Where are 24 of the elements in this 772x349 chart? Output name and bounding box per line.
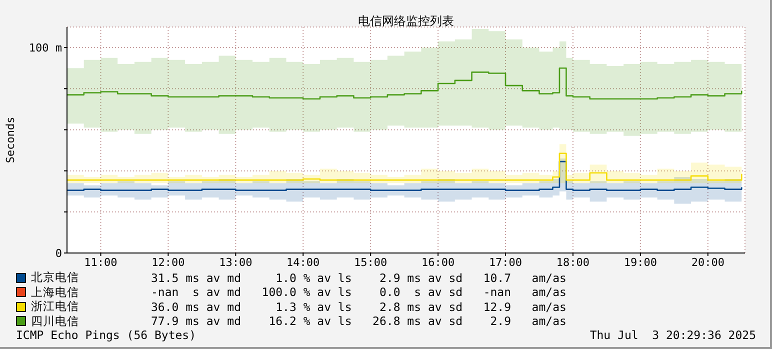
x-tick-label: 11:00 [84, 256, 118, 269]
text: -nan s av md 100.0 % av ls 0.0 s av sd -nan am/as [151, 285, 566, 299]
x-tick-label: 18:00 [556, 256, 590, 269]
x-tick-label: 14:00 [286, 256, 320, 269]
chart-title: 电信网络监控列表 [357, 13, 455, 30]
x-tick-label: 17:00 [488, 256, 522, 269]
x-tick-label: 12:00 [152, 256, 185, 269]
legend-label: 北京电信 [31, 270, 80, 285]
text: 31.5 ms av md 1.0 % av ls 2.9 ms av sd 10.7 am/as [151, 270, 566, 284]
x-tick-label: 16:00 [421, 256, 455, 269]
text: Thu Jul 3 20:29:36 2025 [590, 328, 756, 342]
x-tick-label: 19:00 [624, 256, 657, 269]
text: 77.9 ms av md 16.2 % av ls 26.8 ms av sd 2.9 am/as [151, 314, 566, 328]
text: 36.0 ms av md 1.3 % av ls 2.8 ms av sd 12.9 am/as [151, 300, 566, 314]
text: ICMP Echo Pings (56 Bytes) [16, 328, 196, 342]
x-tick-label: 20:00 [691, 256, 724, 269]
legend-label: 四川电信 [31, 314, 80, 328]
x-tick-label: 15:00 [354, 256, 388, 269]
y-tick-label: 0 [55, 246, 62, 260]
x-tick-label: 13:00 [219, 256, 252, 269]
y-tick-label: 100 m [28, 41, 62, 54]
y-axis-title: Seconds [4, 116, 17, 164]
legend-label: 浙江电信 [31, 299, 80, 314]
legend-label: 上海电信 [31, 284, 80, 300]
